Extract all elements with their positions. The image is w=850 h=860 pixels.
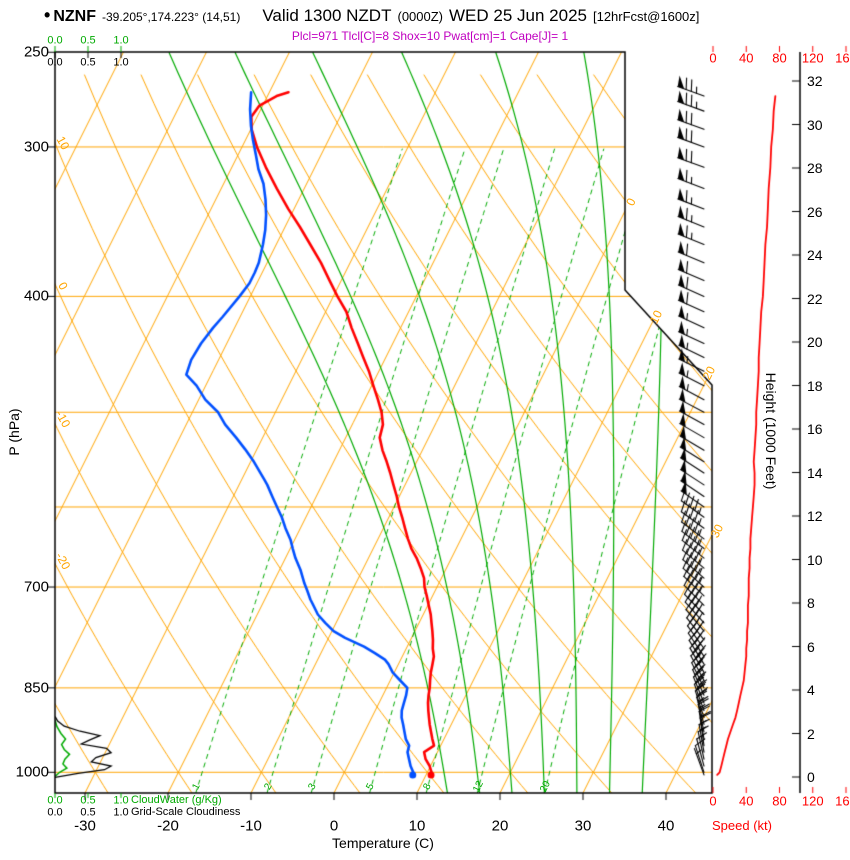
valid-zulu: (0000Z) bbox=[397, 9, 444, 24]
valid-date: WED 25 Jun 2025 bbox=[449, 6, 587, 25]
pressure-axis-title: P (hPa) bbox=[6, 408, 22, 456]
height-axis-title: Height (1000 Feet) bbox=[763, 372, 779, 490]
station-bullet-icon: • bbox=[44, 5, 51, 25]
cloudwater-axis-title: CloudWater (g/Kg) bbox=[131, 794, 222, 806]
station-id: NZNF bbox=[53, 8, 96, 25]
valid-time: Valid 1300 NZDT bbox=[262, 6, 392, 25]
temperature-axis-title: Temperature (C) bbox=[332, 835, 434, 851]
cloudiness-axis-title: Grid-Scale Cloudiness bbox=[131, 806, 241, 818]
title-bar: • NZNF -39.205°,174.223° (14,51) Valid 1… bbox=[44, 5, 705, 26]
station-coords: -39.205°,174.223° (14,51) bbox=[101, 10, 241, 24]
params-line: Plcl=971 Tlcl[C]=8 Shox=10 Pwat[cm]=1 Ca… bbox=[291, 29, 569, 43]
speed-axis-title: Speed (kt) bbox=[712, 818, 772, 833]
forecast-tag: [12hrFcst@1600z] bbox=[592, 9, 700, 24]
